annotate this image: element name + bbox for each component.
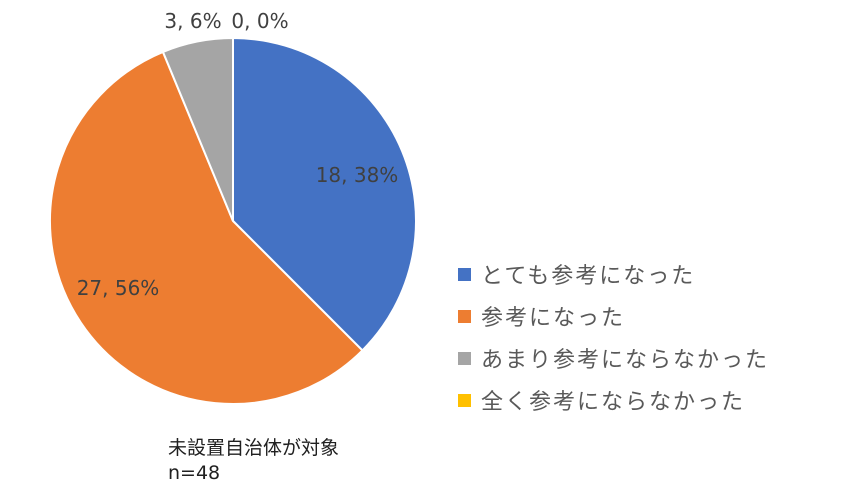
legend-label: 全く参考にならなかった (481, 390, 746, 415)
legend-item-not-helpful-at-all: 全く参考にならなかった (458, 382, 769, 418)
pie-slice-very-helpful (232, 36, 418, 352)
legend-label: とても参考になった (481, 264, 696, 289)
pie-slice-helpful (49, 50, 364, 405)
legend-item-not-very-helpful: あまり参考にならなかった (458, 340, 769, 376)
legend-label: 参考になった (481, 306, 626, 331)
data-label-not-helpful-at-all: 0, 0% (231, 9, 288, 33)
note-target-text: 未設置自治体が対象 (168, 437, 340, 459)
data-label-very-helpful: 18, 38% (316, 163, 399, 187)
legend-swatch (458, 267, 471, 281)
note-sample-size: n=48 (168, 462, 221, 484)
legend-item-helpful: 参考になった (458, 298, 769, 334)
legend-label: あまり参考にならなかった (481, 348, 770, 373)
pie-slices (49, 36, 418, 405)
data-label-helpful: 27, 56% (77, 276, 160, 300)
legend: とても参考になった 参考になった あまり参考にならなかった 全く参考にならなかっ… (458, 256, 769, 418)
sample-note: 未設置自治体が対象 n=48 (168, 436, 339, 486)
data-label-not-very-helpful: 3, 6% (164, 9, 221, 33)
legend-item-very-helpful: とても参考になった (458, 256, 769, 292)
legend-swatch (458, 309, 471, 323)
legend-swatch (458, 393, 471, 407)
legend-swatch (458, 351, 471, 365)
pie-data-labels: 18, 38% 27, 56% 3, 6% 0, 0% (77, 9, 399, 300)
pie-slice-not-very-helpful (161, 36, 234, 222)
